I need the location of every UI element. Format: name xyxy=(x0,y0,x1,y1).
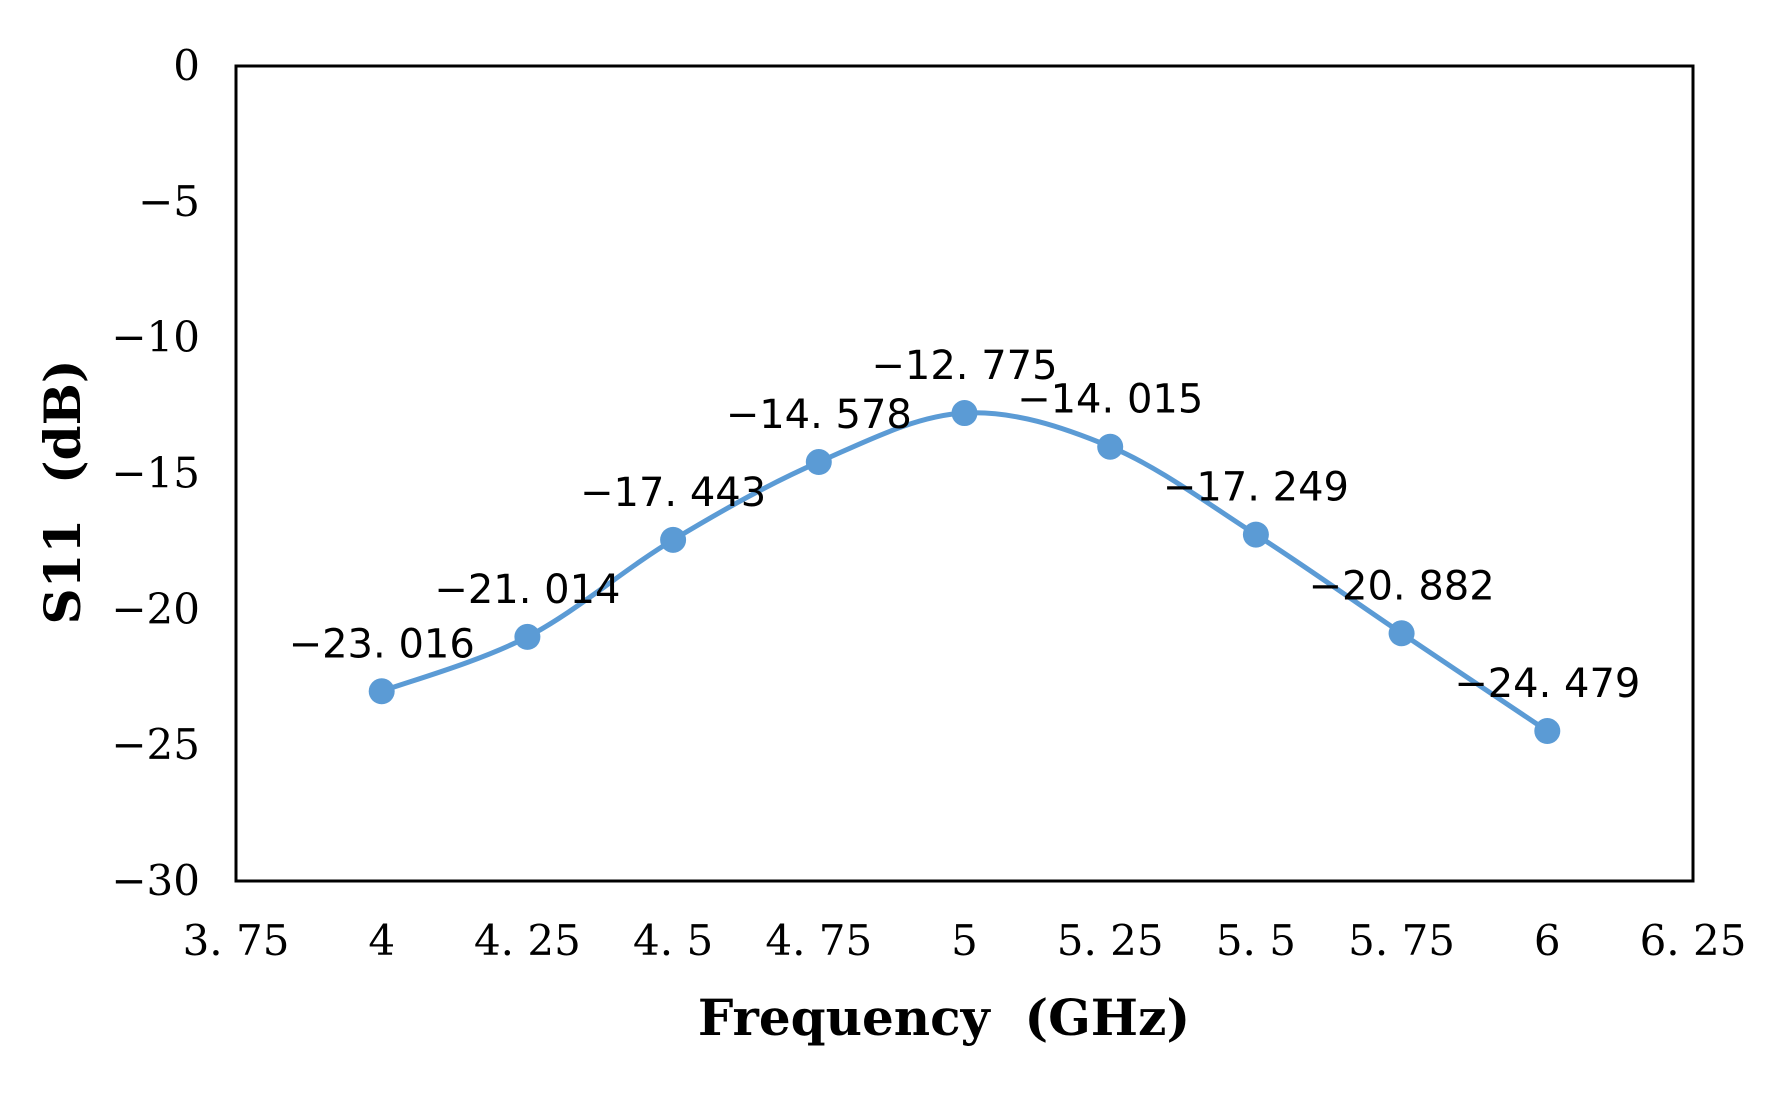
y-tick-label: −5 xyxy=(138,177,200,226)
y-tick-label: −15 xyxy=(111,449,200,498)
data-label: −17. 443 xyxy=(580,470,766,516)
x-tick-label: 4. 75 xyxy=(765,916,872,965)
data-point xyxy=(514,623,541,650)
data-label: −14. 578 xyxy=(726,392,912,438)
data-label: −12. 775 xyxy=(871,343,1057,389)
data-point xyxy=(1097,433,1124,460)
x-tick-label: 5. 25 xyxy=(1057,916,1164,965)
x-tick-label: 4. 5 xyxy=(633,916,713,965)
y-tick-label: −10 xyxy=(111,313,200,362)
data-label: −14. 015 xyxy=(1017,377,1203,423)
x-axis-title: Frequency (GHz) xyxy=(698,988,1190,1047)
data-label: −24. 479 xyxy=(1454,661,1640,707)
x-tick-label: 5. 75 xyxy=(1348,916,1455,965)
y-axis-title: S11 (dB) xyxy=(33,359,92,624)
y-tick-label: 0 xyxy=(173,41,200,90)
data-label: −17. 249 xyxy=(1163,465,1349,511)
x-tick-label: 5 xyxy=(951,916,978,965)
x-tick-label: 4. 25 xyxy=(474,916,581,965)
x-tick-label: 6. 25 xyxy=(1640,916,1747,965)
data-point xyxy=(1242,521,1269,548)
data-point xyxy=(660,526,687,553)
y-tick-label: −25 xyxy=(111,720,200,769)
x-tick-label: 6 xyxy=(1534,916,1561,965)
x-axis: 3. 75 4 4. 25 4. 5 4. 75 5 5. 25 5. 5 5. 75 6 6. 2… xyxy=(183,916,1747,965)
data-point xyxy=(1534,718,1561,745)
data-label: −20. 882 xyxy=(1308,563,1494,609)
data-point xyxy=(368,678,395,705)
y-axis: 0 −5 −10 −15 −20 −25 −30 xyxy=(111,41,200,905)
data-label: −23. 016 xyxy=(289,621,475,667)
x-tick-label: 5. 5 xyxy=(1216,916,1296,965)
plot-frame xyxy=(234,64,1695,883)
y-tick-label: −20 xyxy=(111,584,200,633)
data-point xyxy=(1388,620,1415,647)
data-point xyxy=(805,449,832,476)
y-tick-label: −30 xyxy=(111,856,200,905)
data-labels: −23. 016 −21. 014 −17. 443 −14. 578−12. 775… xyxy=(289,343,1641,707)
x-tick-label: 3. 75 xyxy=(183,916,290,965)
data-point xyxy=(951,400,978,427)
data-label: −21. 014 xyxy=(434,567,620,613)
data-markers xyxy=(368,400,1561,745)
x-tick-label: 4 xyxy=(368,916,395,965)
